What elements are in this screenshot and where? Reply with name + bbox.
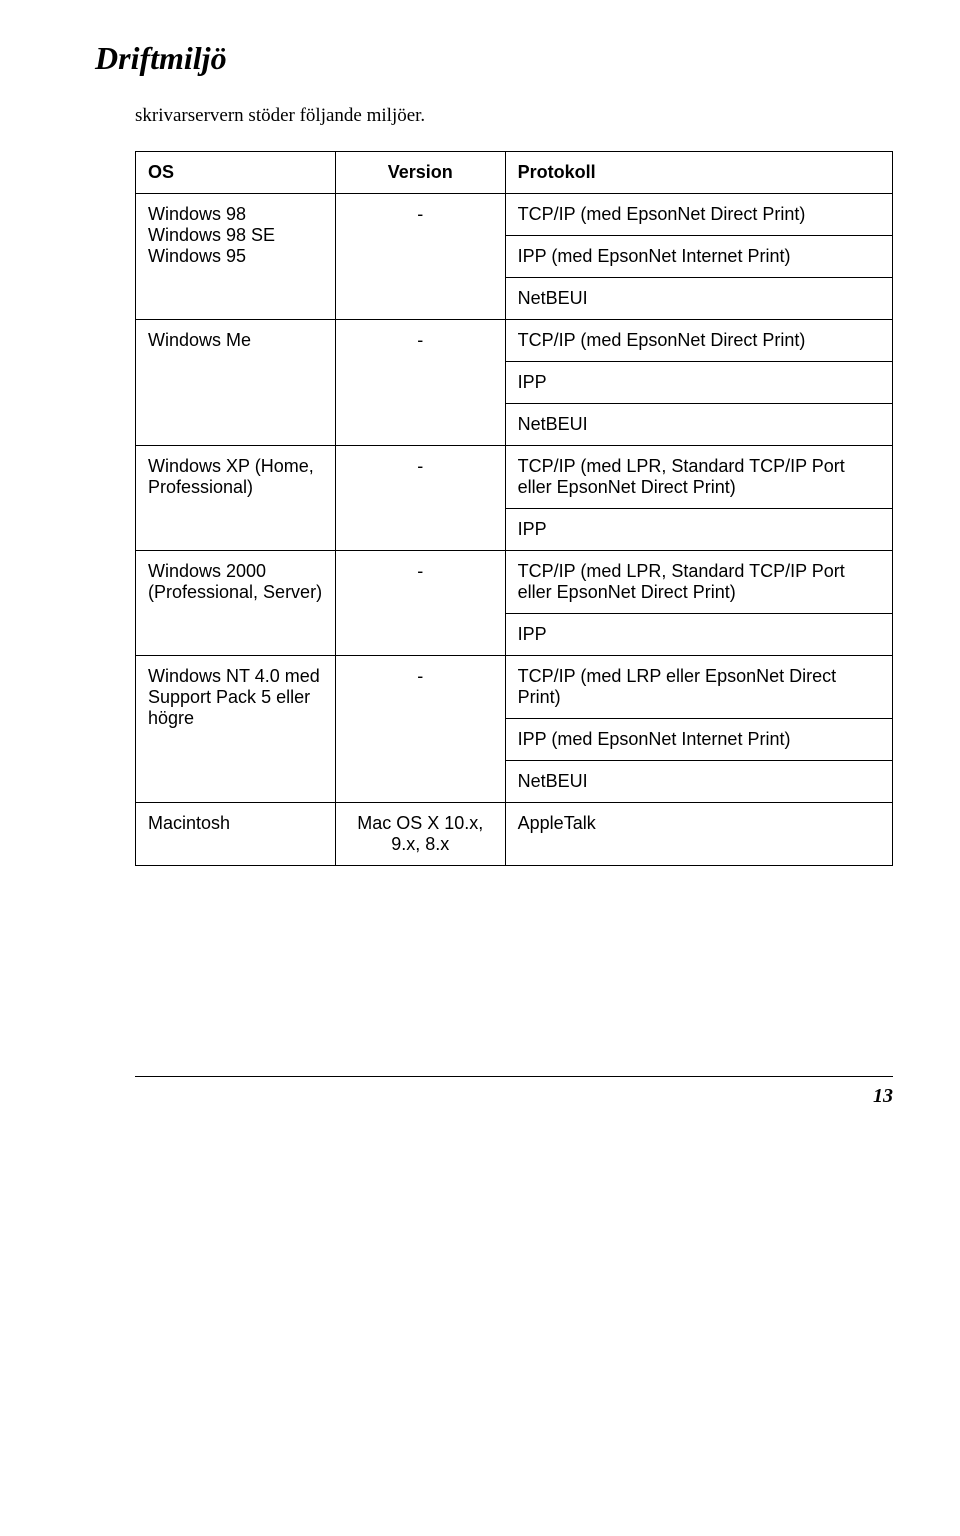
table-row: Windows Me-TCP/IP (med EpsonNet Direct P… (136, 320, 893, 362)
cell-os: Macintosh (136, 803, 336, 866)
cell-protocol: TCP/IP (med LPR, Standard TCP/IP Port el… (505, 551, 892, 614)
footer-divider (135, 1076, 893, 1077)
cell-version: - (335, 194, 505, 320)
table-row: Windows 2000 (Professional, Server)-TCP/… (136, 551, 893, 614)
cell-protocol: IPP (505, 362, 892, 404)
header-os: OS (136, 152, 336, 194)
cell-version: - (335, 656, 505, 803)
cell-os: Windows XP (Home, Professional) (136, 446, 336, 551)
cell-protocol: IPP (med EpsonNet Internet Print) (505, 236, 892, 278)
cell-version: - (335, 320, 505, 446)
cell-os: Windows 98Windows 98 SEWindows 95 (136, 194, 336, 320)
cell-protocol: NetBEUI (505, 761, 892, 803)
cell-protocol: TCP/IP (med LPR, Standard TCP/IP Port el… (505, 446, 892, 509)
cell-protocol: IPP (med EpsonNet Internet Print) (505, 719, 892, 761)
cell-protocol: IPP (505, 509, 892, 551)
page-number: 13 (95, 1085, 893, 1108)
table-row: MacintoshMac OS X 10.x, 9.x, 8.xAppleTal… (136, 803, 893, 866)
table-header-row: OS Version Protokoll (136, 152, 893, 194)
cell-protocol: IPP (505, 614, 892, 656)
cell-protocol: TCP/IP (med EpsonNet Direct Print) (505, 194, 892, 236)
cell-protocol: NetBEUI (505, 404, 892, 446)
environment-table: OS Version Protokoll Windows 98Windows 9… (135, 151, 893, 866)
page-title: Driftmiljö (95, 40, 890, 77)
cell-os: Windows Me (136, 320, 336, 446)
cell-protocol: NetBEUI (505, 278, 892, 320)
cell-os: Windows NT 4.0 med Support Pack 5 eller … (136, 656, 336, 803)
table-row: Windows XP (Home, Professional)-TCP/IP (… (136, 446, 893, 509)
cell-os: Windows 2000 (Professional, Server) (136, 551, 336, 656)
intro-text: skrivarservern stöder följande miljöer. (135, 105, 890, 127)
table-row: Windows 98Windows 98 SEWindows 95-TCP/IP… (136, 194, 893, 236)
cell-version: - (335, 551, 505, 656)
cell-protocol: TCP/IP (med EpsonNet Direct Print) (505, 320, 892, 362)
header-version: Version (335, 152, 505, 194)
cell-protocol: AppleTalk (505, 803, 892, 866)
cell-protocol: TCP/IP (med LRP eller EpsonNet Direct Pr… (505, 656, 892, 719)
cell-version: - (335, 446, 505, 551)
header-protocol: Protokoll (505, 152, 892, 194)
cell-version: Mac OS X 10.x, 9.x, 8.x (335, 803, 505, 866)
table-row: Windows NT 4.0 med Support Pack 5 eller … (136, 656, 893, 719)
